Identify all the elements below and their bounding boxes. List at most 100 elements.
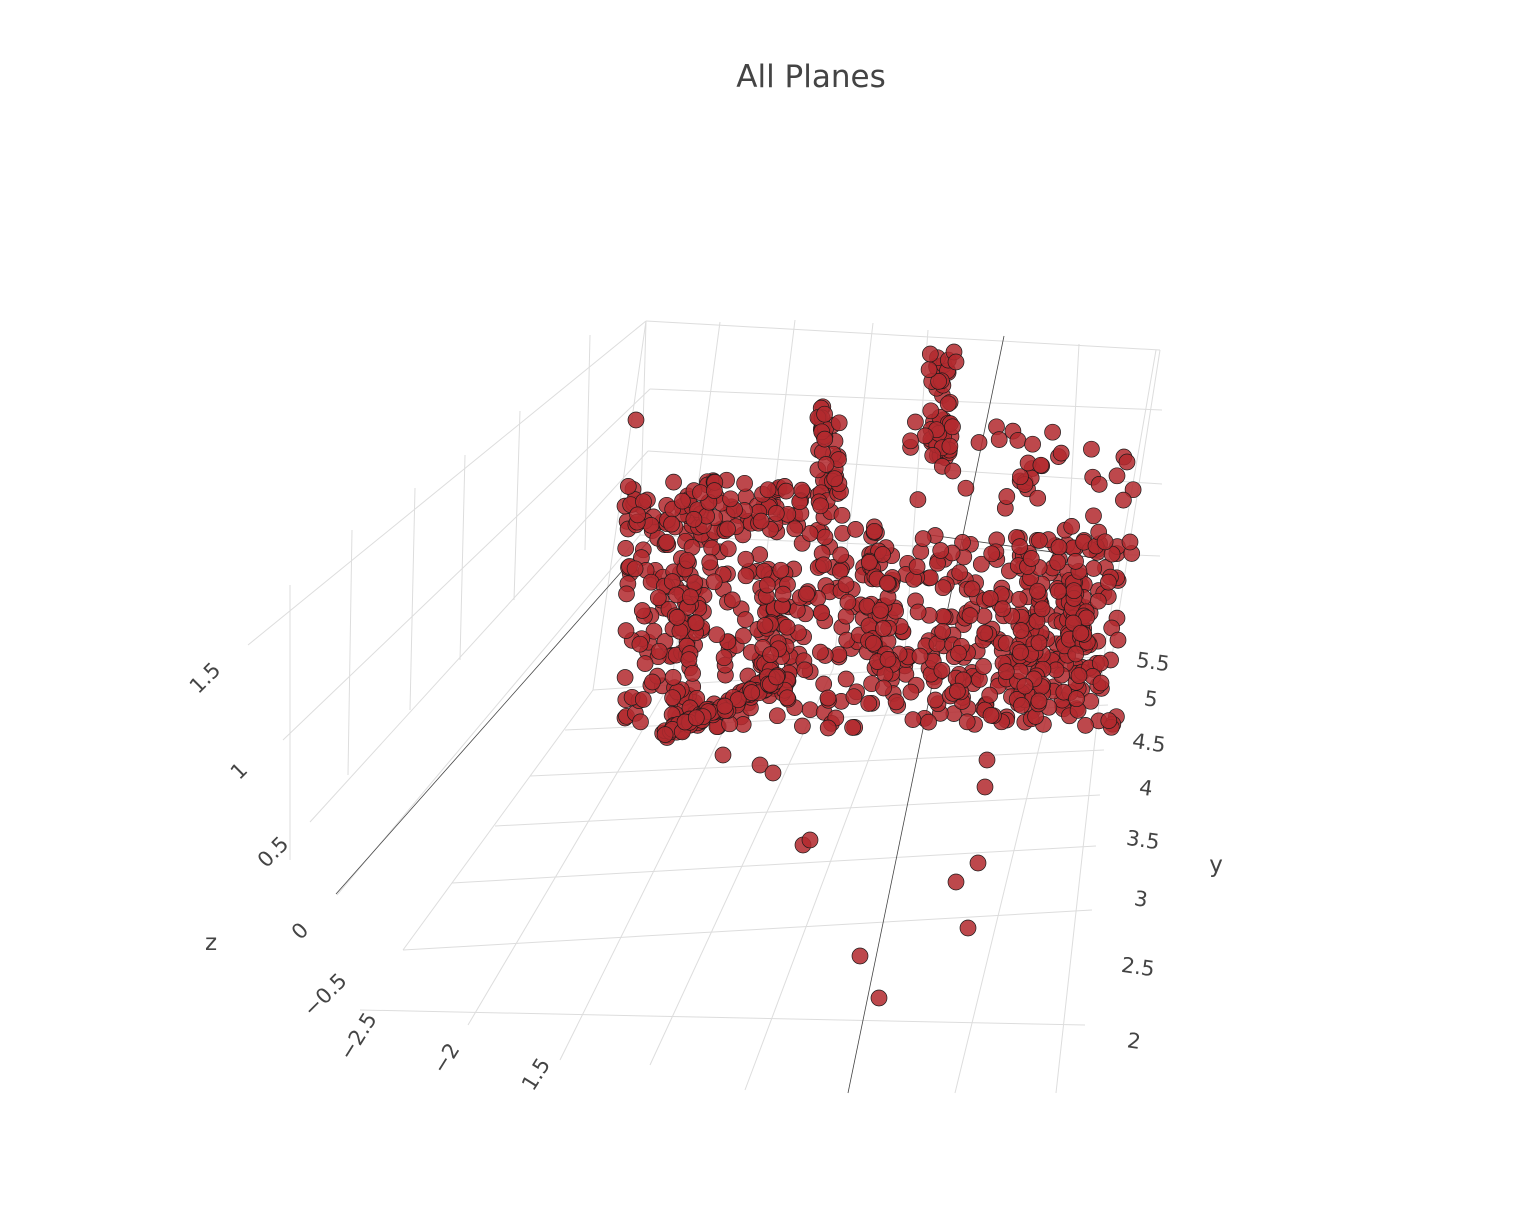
- data-point[interactable]: [798, 585, 815, 603]
- data-point[interactable]: [961, 607, 979, 624]
- data-point[interactable]: [839, 593, 857, 611]
- data-point[interactable]: [959, 919, 977, 937]
- data-point[interactable]: [830, 414, 848, 432]
- data-point[interactable]: [1070, 667, 1088, 684]
- data-point[interactable]: [801, 525, 819, 542]
- data-point[interactable]: [751, 756, 769, 774]
- data-point[interactable]: [668, 609, 686, 626]
- data-point[interactable]: [801, 831, 819, 849]
- data-point[interactable]: [752, 512, 770, 530]
- data-point[interactable]: [705, 573, 723, 591]
- data-point[interactable]: [634, 691, 652, 708]
- data-point[interactable]: [736, 474, 753, 492]
- data-point[interactable]: [866, 522, 883, 540]
- data-point[interactable]: [642, 517, 660, 534]
- data-point[interactable]: [636, 655, 654, 672]
- data-point[interactable]: [816, 405, 833, 423]
- data-point[interactable]: [735, 627, 752, 645]
- data-point[interactable]: [1049, 553, 1067, 571]
- data-point[interactable]: [1012, 622, 1030, 639]
- data-point[interactable]: [786, 520, 804, 538]
- data-point[interactable]: [909, 491, 927, 508]
- data-point[interactable]: [1013, 697, 1030, 714]
- data-point[interactable]: [1085, 560, 1103, 577]
- data-point[interactable]: [715, 649, 733, 667]
- data-point[interactable]: [911, 647, 929, 665]
- data-point[interactable]: [874, 546, 891, 563]
- data-point[interactable]: [616, 669, 634, 686]
- data-point[interactable]: [1044, 423, 1061, 441]
- data-point[interactable]: [692, 484, 709, 502]
- data-point[interactable]: [934, 623, 951, 640]
- data-point[interactable]: [1030, 692, 1048, 710]
- data-point[interactable]: [751, 546, 769, 563]
- data-point[interactable]: [1029, 582, 1046, 600]
- data-point[interactable]: [1072, 624, 1090, 642]
- data-point[interactable]: [1030, 634, 1048, 652]
- data-point[interactable]: [658, 533, 676, 551]
- data-point[interactable]: [764, 764, 782, 782]
- data-point[interactable]: [1012, 468, 1029, 486]
- data-point[interactable]: [1118, 453, 1136, 471]
- data-point[interactable]: [1089, 592, 1107, 610]
- data-point[interactable]: [817, 456, 835, 473]
- data-point[interactable]: [778, 689, 796, 707]
- data-point[interactable]: [875, 620, 892, 637]
- data-point[interactable]: [756, 617, 774, 634]
- data-point[interactable]: [701, 553, 719, 571]
- data-point[interactable]: [663, 515, 680, 533]
- data-point[interactable]: [872, 601, 889, 619]
- data-point[interactable]: [813, 604, 830, 622]
- data-point[interactable]: [921, 345, 939, 363]
- data-point[interactable]: [664, 669, 682, 686]
- data-point[interactable]: [1100, 573, 1117, 591]
- data-point[interactable]: [801, 701, 819, 719]
- data-point[interactable]: [714, 746, 732, 764]
- data-point[interactable]: [649, 589, 667, 607]
- data-point[interactable]: [1052, 444, 1070, 462]
- data-point[interactable]: [796, 661, 814, 679]
- data-point[interactable]: [719, 540, 737, 558]
- data-point[interactable]: [618, 585, 635, 603]
- data-point[interactable]: [650, 642, 668, 660]
- data-point[interactable]: [1063, 518, 1081, 535]
- data-point[interactable]: [870, 989, 888, 1007]
- data-point[interactable]: [875, 679, 892, 697]
- data-point[interactable]: [1050, 582, 1067, 600]
- data-point[interactable]: [1096, 533, 1114, 551]
- data-point[interactable]: [1033, 600, 1051, 618]
- data-point[interactable]: [772, 561, 790, 579]
- data-point[interactable]: [632, 713, 649, 731]
- data-point[interactable]: [950, 645, 967, 662]
- data-point[interactable]: [665, 473, 682, 491]
- data-point[interactable]: [768, 707, 786, 725]
- data-point[interactable]: [976, 624, 994, 642]
- data-point[interactable]: [904, 711, 922, 728]
- data-point[interactable]: [758, 576, 776, 594]
- data-point[interactable]: [1050, 538, 1068, 556]
- data-point[interactable]: [1124, 481, 1142, 499]
- data-point[interactable]: [887, 693, 905, 711]
- data-point[interactable]: [682, 588, 699, 606]
- data-point[interactable]: [774, 585, 792, 603]
- data-point[interactable]: [865, 635, 882, 652]
- data-point[interactable]: [674, 492, 691, 510]
- data-point[interactable]: [837, 607, 855, 625]
- data-point[interactable]: [860, 695, 878, 712]
- data-point[interactable]: [1024, 435, 1041, 453]
- data-point[interactable]: [816, 528, 834, 546]
- data-point[interactable]: [1115, 491, 1132, 509]
- data-point[interactable]: [644, 673, 661, 691]
- data-point[interactable]: [703, 539, 721, 557]
- data-point[interactable]: [845, 688, 863, 706]
- data-point[interactable]: [629, 506, 646, 524]
- data-point[interactable]: [994, 600, 1011, 618]
- data-point[interactable]: [812, 643, 829, 661]
- data-point[interactable]: [947, 353, 965, 371]
- data-point[interactable]: [957, 479, 975, 497]
- data-point[interactable]: [755, 562, 773, 580]
- data-point[interactable]: [656, 726, 674, 743]
- data-point[interactable]: [983, 545, 1001, 563]
- data-point[interactable]: [1077, 717, 1094, 734]
